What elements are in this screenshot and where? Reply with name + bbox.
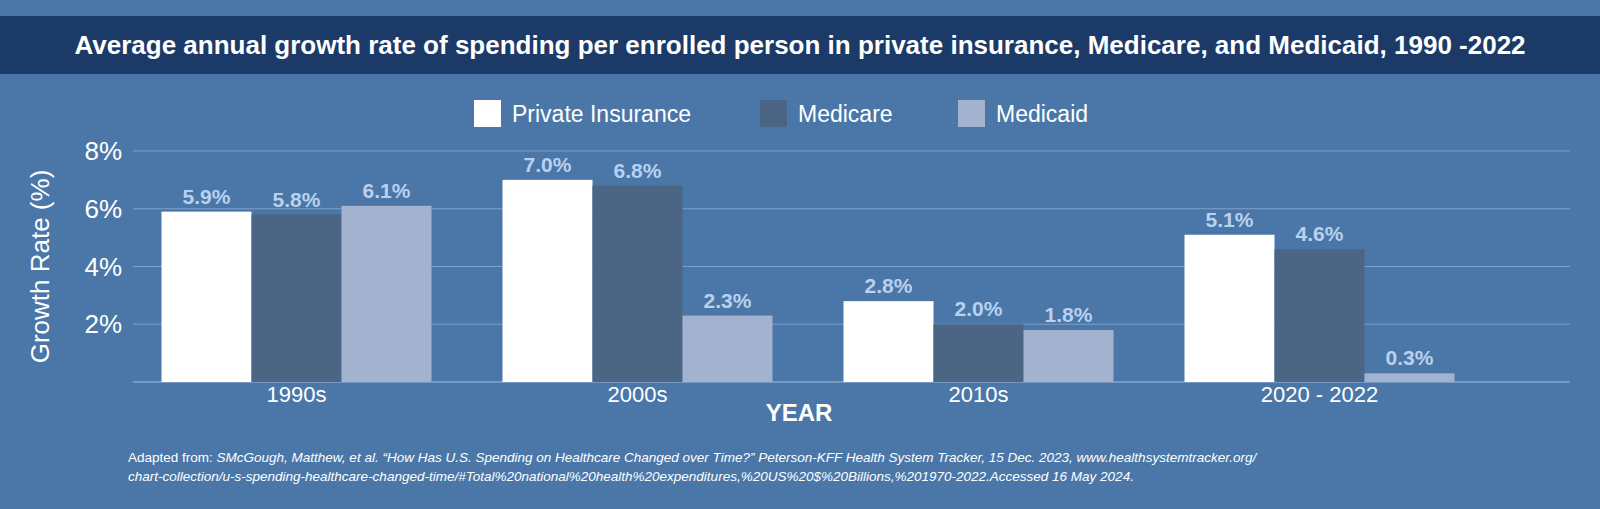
bar (162, 212, 252, 382)
legend-swatch (958, 100, 985, 127)
y-tick-label: 2% (84, 309, 122, 339)
legend: Private Insurance Medicare Medicaid (474, 100, 1088, 127)
bar (1275, 249, 1365, 382)
source-text: SMcGough, Matthew, et al. “How Has U.S. … (217, 450, 1258, 465)
bar (1185, 235, 1275, 382)
x-tick-label: 2020 - 2022 (1261, 382, 1378, 407)
source-note: Adapted from: SMcGough, Matthew, et al. … (128, 450, 1257, 465)
bar (844, 301, 934, 382)
x-tick-label: 2010s (949, 382, 1009, 407)
legend-swatch (474, 100, 501, 127)
data-label: 2.3% (704, 289, 752, 312)
data-label: 5.1% (1206, 208, 1254, 231)
legend-label: Medicare (798, 101, 893, 127)
bar (342, 206, 432, 382)
bar (683, 316, 773, 382)
title: Average annual growth rate of spending p… (74, 30, 1525, 60)
data-label: 5.8% (273, 188, 321, 211)
bar (1365, 373, 1455, 382)
y-tick-label: 4% (84, 252, 122, 282)
bar (593, 186, 683, 382)
data-label: 5.9% (183, 185, 231, 208)
bar (934, 324, 1024, 382)
bar (1024, 330, 1114, 382)
x-axis-title: YEAR (766, 399, 833, 426)
source-note: chart-collection/u-s-spending-healthcare… (128, 469, 1134, 484)
data-label: 2.0% (955, 297, 1003, 320)
bar (252, 215, 342, 382)
data-label: 2.8% (865, 274, 913, 297)
source-prefix: Adapted from: (128, 450, 217, 465)
bar (503, 180, 593, 382)
background (0, 0, 1600, 509)
y-tick-label: 6% (84, 194, 122, 224)
x-tick-label: 1990s (267, 382, 327, 407)
data-label: 6.8% (614, 159, 662, 182)
data-label: 0.3% (1386, 346, 1434, 369)
y-axis-title: Growth Rate (%) (25, 170, 55, 364)
grid-line (133, 151, 1570, 152)
data-label: 4.6% (1296, 222, 1344, 245)
data-labels: 5.9% 5.8% 6.1% 7.0% 6.8% 2.3% 2.8% 2.0% 1.8% 5.1%… (183, 153, 1434, 369)
legend-label: Medicaid (996, 101, 1088, 127)
chart: Average annual growth rate of spending p… (0, 0, 1600, 509)
x-tick-label: 2000s (608, 382, 668, 407)
title-bar (0, 16, 1600, 74)
legend-label: Private Insurance (512, 101, 691, 127)
y-tick-label: 8% (84, 136, 122, 166)
data-label: 1.8% (1045, 303, 1093, 326)
bars (162, 180, 1455, 382)
source-text: chart-collection/u-s-spending-healthcare… (128, 469, 1134, 484)
legend-swatch (760, 100, 787, 127)
data-label: 6.1% (363, 179, 411, 202)
data-label: 7.0% (524, 153, 572, 176)
y-axis-line (133, 151, 134, 382)
